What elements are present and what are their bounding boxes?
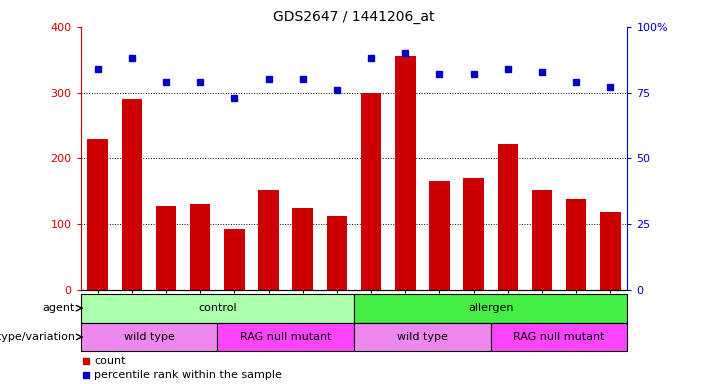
Bar xyxy=(463,178,484,290)
Bar xyxy=(156,206,176,290)
Bar xyxy=(224,229,245,290)
Bar xyxy=(354,294,627,323)
Bar xyxy=(122,99,142,290)
Bar xyxy=(498,144,518,290)
Bar xyxy=(327,215,347,290)
Bar xyxy=(429,181,450,290)
Bar xyxy=(190,204,210,290)
Bar xyxy=(88,139,108,290)
Text: count: count xyxy=(94,356,125,366)
Bar xyxy=(395,56,416,290)
Title: GDS2647 / 1441206_at: GDS2647 / 1441206_at xyxy=(273,10,435,25)
Bar xyxy=(491,323,627,351)
Bar xyxy=(81,323,217,351)
Text: RAG null mutant: RAG null mutant xyxy=(513,332,605,342)
Bar xyxy=(292,208,313,290)
Text: wild type: wild type xyxy=(123,332,175,342)
Text: agent: agent xyxy=(43,303,75,313)
Bar xyxy=(600,212,620,290)
Bar xyxy=(566,199,586,290)
Bar xyxy=(217,323,354,351)
Text: control: control xyxy=(198,303,237,313)
Text: percentile rank within the sample: percentile rank within the sample xyxy=(94,370,283,380)
Bar xyxy=(531,190,552,290)
Text: RAG null mutant: RAG null mutant xyxy=(240,332,332,342)
Text: allergen: allergen xyxy=(468,303,513,313)
Bar xyxy=(81,294,354,323)
Bar xyxy=(361,93,381,290)
Text: genotype/variation: genotype/variation xyxy=(0,332,75,342)
Bar xyxy=(258,190,279,290)
Bar xyxy=(354,323,491,351)
Text: wild type: wild type xyxy=(397,332,448,342)
